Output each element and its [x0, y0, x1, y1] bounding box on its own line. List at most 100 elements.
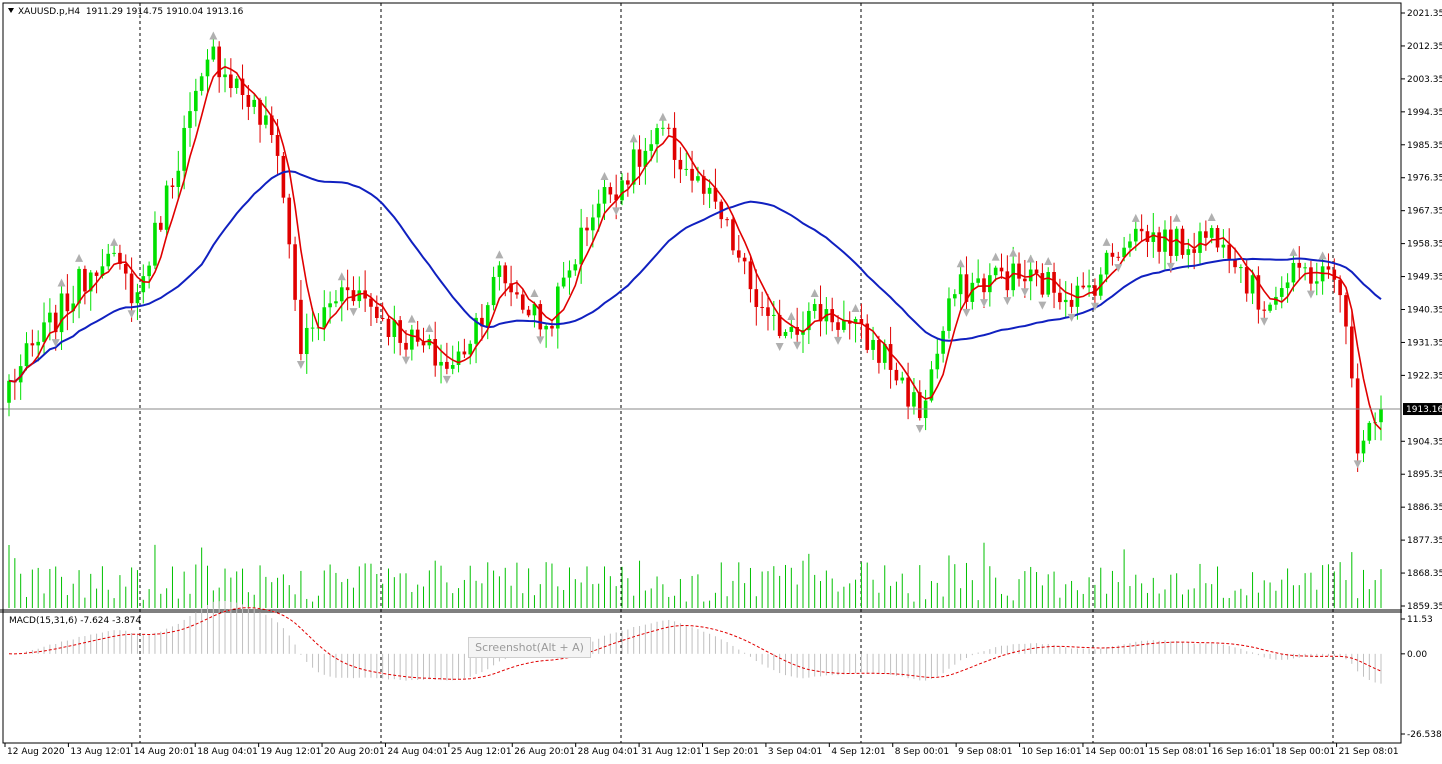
time-axis[interactable]: 12 Aug 2020 13 Aug 12:01 14 Aug 20:01 18 Au…	[4, 743, 1399, 757]
time-tick-label: 20 Aug 20:01	[324, 747, 385, 757]
candle	[567, 260, 572, 295]
candle	[83, 265, 87, 305]
time-tick-label: 24 Aug 04:01	[387, 747, 448, 757]
candle	[205, 49, 210, 96]
candle	[421, 327, 426, 353]
price-tick-label: 1967.35	[1407, 207, 1442, 217]
candle	[649, 130, 654, 162]
fractal-down-icon	[442, 375, 451, 384]
fractal-up-icon	[1026, 254, 1035, 263]
macd-title: MACD(15,31,6) -7.624 -3.874	[9, 616, 141, 626]
time-tick-label: 4 Sep 12:01	[831, 747, 885, 757]
candle	[935, 338, 940, 379]
fractal-up-icon	[658, 112, 667, 121]
candle	[620, 173, 624, 206]
fractal-down-icon	[1003, 297, 1012, 306]
candle	[24, 332, 29, 371]
candle	[293, 236, 297, 311]
time-tick-label: 25 Aug 12:01	[451, 747, 512, 757]
candle	[783, 329, 788, 339]
candle	[1361, 430, 1366, 463]
candle	[742, 252, 747, 275]
fractal-up-icon	[1289, 247, 1298, 256]
candle	[1314, 262, 1319, 296]
fractal-up-icon	[810, 289, 819, 298]
candle	[1063, 281, 1068, 319]
candle	[100, 249, 105, 279]
symbol-label: XAUUSD.p,H4	[18, 7, 81, 17]
price-tick-label: 1976.35	[1407, 174, 1442, 184]
price-panel[interactable]	[0, 31, 1400, 608]
candle	[357, 276, 362, 308]
candle	[608, 182, 613, 203]
macd-main-value: -7.624	[80, 616, 110, 626]
dropdown-arrow-icon[interactable]	[8, 8, 14, 13]
candle	[1046, 267, 1051, 298]
high-value: 1914.75	[125, 7, 164, 17]
candle	[701, 169, 706, 205]
candle	[264, 96, 268, 129]
fractal-up-icon	[337, 272, 346, 281]
candle	[199, 72, 204, 96]
candle	[865, 314, 870, 354]
time-tick-label: 14 Sep 00:01	[1085, 747, 1145, 757]
price-tick-label: 1940.35	[1407, 306, 1442, 316]
price-tick-label: 1958.35	[1407, 240, 1442, 250]
candle	[164, 180, 169, 238]
candle	[339, 280, 344, 322]
candle	[596, 189, 601, 232]
candle	[59, 282, 64, 351]
time-tick-label: 18 Sep 00:01	[1275, 747, 1335, 757]
candle	[433, 321, 438, 377]
candle	[30, 329, 35, 357]
candle	[1157, 226, 1161, 264]
candle	[1309, 260, 1313, 296]
candle	[672, 112, 677, 179]
macd-panel[interactable]	[8, 600, 1382, 684]
price-axis[interactable]: 2021.35 2012.35 2003.35 1994.35 1985.35 1976.…	[1401, 9, 1442, 612]
candle	[631, 134, 636, 194]
candle	[754, 269, 759, 326]
candle	[153, 211, 157, 270]
candle	[1227, 228, 1232, 274]
macd-label: MACD(15,31,6)	[9, 616, 78, 626]
time-tick-label: 3 Sep 04:01	[768, 747, 822, 757]
candle	[1279, 276, 1284, 309]
candle	[626, 172, 630, 197]
candle	[532, 301, 537, 328]
candle	[234, 76, 239, 94]
candle	[859, 303, 864, 339]
candle	[789, 318, 794, 339]
candle	[287, 193, 292, 259]
macd-tick-label: -26.538	[1407, 730, 1442, 740]
candle	[1268, 302, 1272, 313]
candle	[304, 313, 309, 374]
candle	[77, 266, 81, 319]
candle	[696, 166, 700, 183]
candle	[42, 302, 46, 356]
price-tick-label: 1904.35	[1407, 437, 1442, 447]
candle	[456, 341, 461, 373]
fractal-up-icon	[1131, 213, 1140, 222]
candle	[1163, 220, 1167, 270]
candle	[269, 106, 274, 143]
candle	[386, 316, 391, 346]
candle	[748, 256, 753, 303]
macd-signal-line	[8, 607, 1382, 680]
fractal-up-icon	[1207, 213, 1216, 222]
candle	[1239, 264, 1243, 283]
fractal-up-icon	[1044, 257, 1053, 266]
price-tick-label: 1949.35	[1407, 273, 1442, 283]
time-tick-label: 8 Sep 00:01	[895, 747, 949, 757]
candle	[585, 217, 589, 247]
fractal-up-icon	[956, 259, 965, 268]
candle	[468, 340, 473, 365]
candle	[1052, 262, 1056, 309]
candle	[520, 288, 525, 314]
volume-bars	[8, 542, 1382, 608]
fast-moving-average-line	[8, 65, 1382, 431]
macd-axis[interactable]: 11.53 0.00 -26.538	[1401, 615, 1442, 740]
fractal-up-icon	[851, 303, 860, 312]
time-tick-label: 21 Sep 08:01	[1339, 747, 1399, 757]
